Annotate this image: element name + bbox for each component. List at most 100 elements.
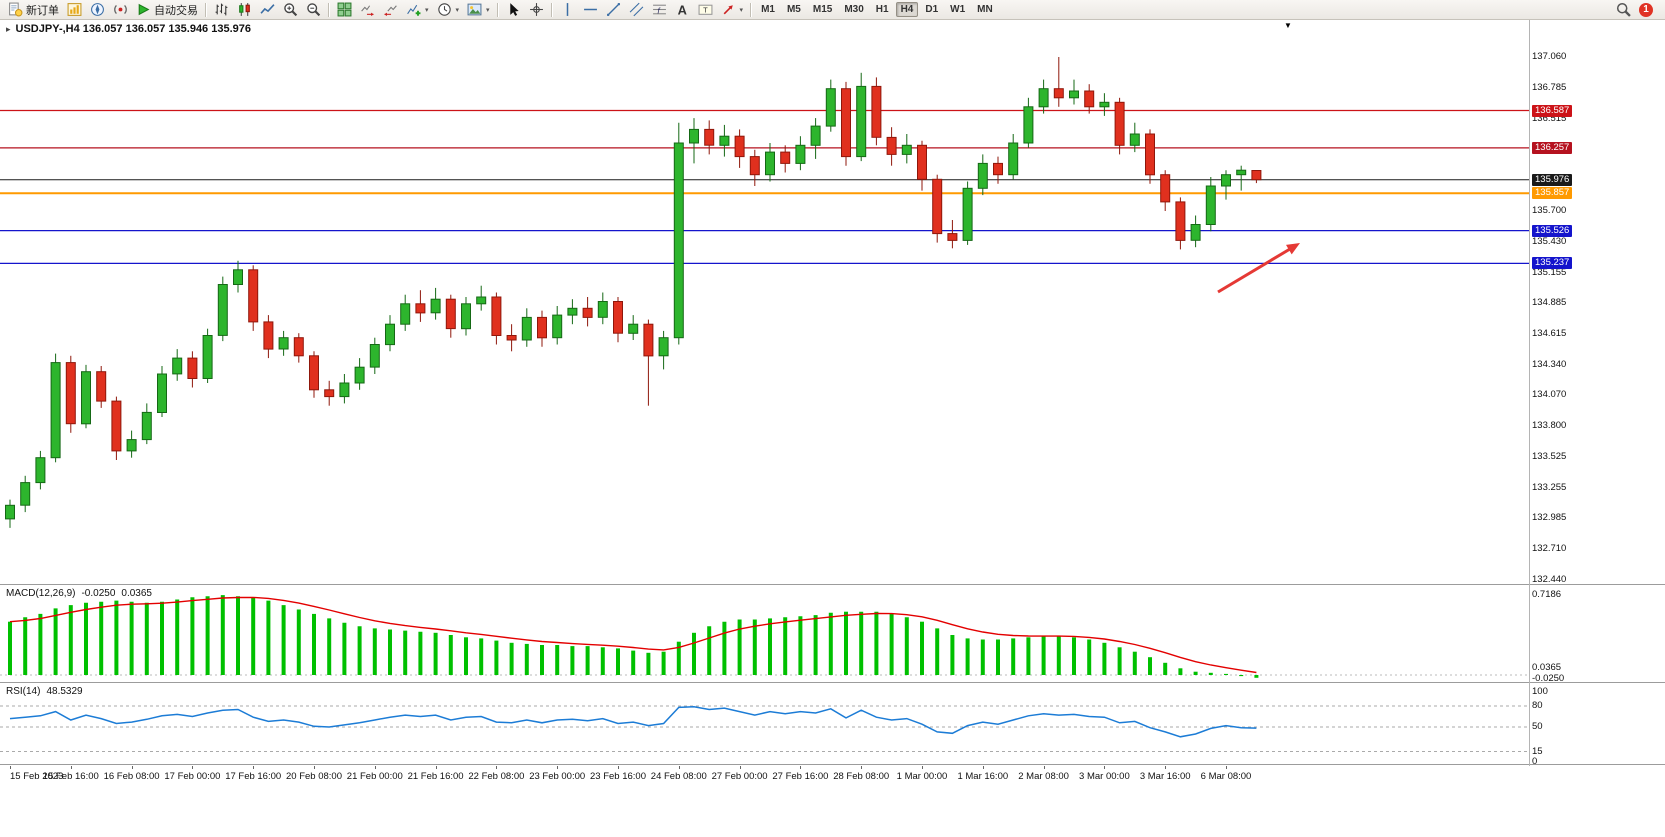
candle-body (1129, 133, 1140, 146)
horizontal-line-button[interactable] (579, 1, 602, 19)
time-axis[interactable]: 15 Feb 2023 15 Feb 16:00 16 Feb 08:00 17 Fe… (0, 766, 1665, 786)
chevron-down-icon[interactable]: ▾ (486, 6, 490, 14)
notifications-badge[interactable]: 1 (1639, 2, 1653, 17)
zoom-out-button[interactable] (302, 1, 325, 19)
one-click-trading-toggle[interactable]: ▸ (6, 23, 11, 34)
candle-body (1038, 88, 1049, 108)
macd-histogram (8, 595, 1259, 678)
macd-axis-max: 0.7186 (1532, 589, 1562, 600)
price-tag-136.257: 136.257 (1532, 141, 1573, 154)
timeframe-w1[interactable]: W1 (950, 4, 966, 15)
time-axis-tick (557, 766, 559, 769)
chart-shift-marker[interactable]: ▼ (1284, 21, 1292, 30)
price-axis-label: 133.800 (1532, 420, 1567, 432)
chevron-down-icon[interactable]: ▾ (739, 6, 744, 14)
arrows-button[interactable]: ▾ (717, 1, 748, 19)
fibonacci-button[interactable]: f (648, 1, 671, 19)
equidistant-channel-button[interactable] (625, 1, 648, 19)
rsi-label: RSI(14) 48.5329 (6, 686, 83, 697)
candle-body (1053, 88, 1064, 99)
macd-panel (0, 586, 1665, 682)
candle-body (658, 337, 669, 357)
panel-divider[interactable] (0, 584, 1665, 586)
timeframe-m5[interactable]: M5 (786, 4, 801, 15)
trendline-button[interactable] (602, 1, 625, 19)
terminal-button[interactable] (109, 1, 132, 19)
new-order-button[interactable]: 新订单 (4, 1, 63, 19)
timeframe-d1[interactable]: D1 (925, 4, 939, 15)
time-axis-tick (435, 766, 437, 769)
timeframe-mn[interactable]: MN (977, 4, 993, 15)
timeframe-m15[interactable]: M15 (812, 4, 833, 15)
timeframe-m1[interactable]: M1 (761, 4, 775, 15)
hline-icon (583, 2, 598, 17)
price-axis-label: 135.155 (1532, 266, 1567, 278)
candle-body (993, 162, 1003, 176)
vertical-line-button[interactable] (556, 1, 579, 19)
candle-body (354, 366, 365, 384)
price-axis-label: 132.710 (1532, 543, 1567, 555)
toolbar-separator (550, 2, 553, 17)
auto-scroll-button[interactable] (356, 1, 379, 19)
bar-chart-button[interactable] (210, 1, 233, 19)
time-axis-label: 27 Feb 16:00 (772, 771, 829, 782)
autotrade-icon (136, 2, 151, 17)
indicators-button[interactable]: ▾ (402, 1, 433, 19)
candle-body (749, 156, 760, 176)
chevron-down-icon[interactable]: ▾ (455, 6, 460, 14)
market-watch-button[interactable] (63, 1, 86, 19)
auto-trading-button[interactable]: 自动交易 (132, 1, 202, 19)
candle-body (491, 296, 502, 336)
rsi-value: 48.5329 (46, 686, 83, 697)
panel-divider[interactable] (0, 764, 1665, 766)
zoom-in-button[interactable] (279, 1, 302, 19)
label-icon: T (698, 2, 713, 17)
chevron-down-icon[interactable]: ▾ (425, 6, 429, 14)
candle-body (461, 303, 471, 330)
text-button[interactable]: A (671, 1, 694, 19)
candle-body (719, 135, 730, 146)
toolbar-separator (205, 2, 207, 17)
templates-button[interactable]: ▾ (463, 1, 494, 19)
price-axis-label: 134.615 (1532, 327, 1567, 339)
autoscroll-icon (360, 2, 375, 17)
candle-body (932, 178, 943, 235)
template-icon (467, 2, 482, 17)
candle-body (1236, 169, 1247, 176)
time-axis-label: 22 Feb 08:00 (468, 771, 525, 782)
candle-body (780, 151, 791, 164)
time-axis-label: 24 Feb 08:00 (650, 771, 707, 782)
candle-body (795, 144, 806, 164)
line-chart-button[interactable] (256, 1, 279, 19)
timeframe-h4[interactable]: H4 (895, 2, 919, 17)
cursor-button[interactable] (502, 1, 525, 19)
timeframe-m30[interactable]: M30 (844, 4, 864, 15)
panel-divider[interactable] (0, 682, 1665, 684)
text-label-button[interactable]: T (694, 1, 717, 19)
time-axis-tick (982, 766, 984, 769)
periods-button[interactable]: ▾ (433, 1, 464, 19)
trend-arrow-line[interactable] (1217, 246, 1293, 294)
chart-shift-button[interactable] (379, 1, 402, 19)
candle-body (841, 88, 851, 158)
time-axis-label: 17 Feb 00:00 (164, 771, 221, 782)
time-axis-tick (922, 766, 923, 769)
candle-body (1023, 106, 1034, 144)
macd-signal-line (9, 596, 1257, 674)
candle-body (521, 316, 532, 341)
candle-body (810, 125, 821, 146)
timeframe-h1[interactable]: H1 (875, 4, 889, 15)
rsi-panel (0, 684, 1665, 764)
price-axis-label: 134.070 (1532, 389, 1567, 401)
navigator-icon (90, 2, 105, 17)
tile-icon (337, 2, 352, 17)
candle-body (856, 85, 867, 158)
crosshair-button[interactable] (525, 1, 548, 19)
navigator-button[interactable] (86, 1, 109, 19)
candle-body (445, 298, 456, 330)
market-watch-icon (67, 2, 82, 17)
search-button[interactable] (1612, 1, 1635, 19)
candlestick-chart-button[interactable] (233, 1, 256, 19)
tile-windows-button[interactable] (333, 1, 356, 19)
time-axis-label: 20 Feb 08:00 (286, 771, 342, 782)
